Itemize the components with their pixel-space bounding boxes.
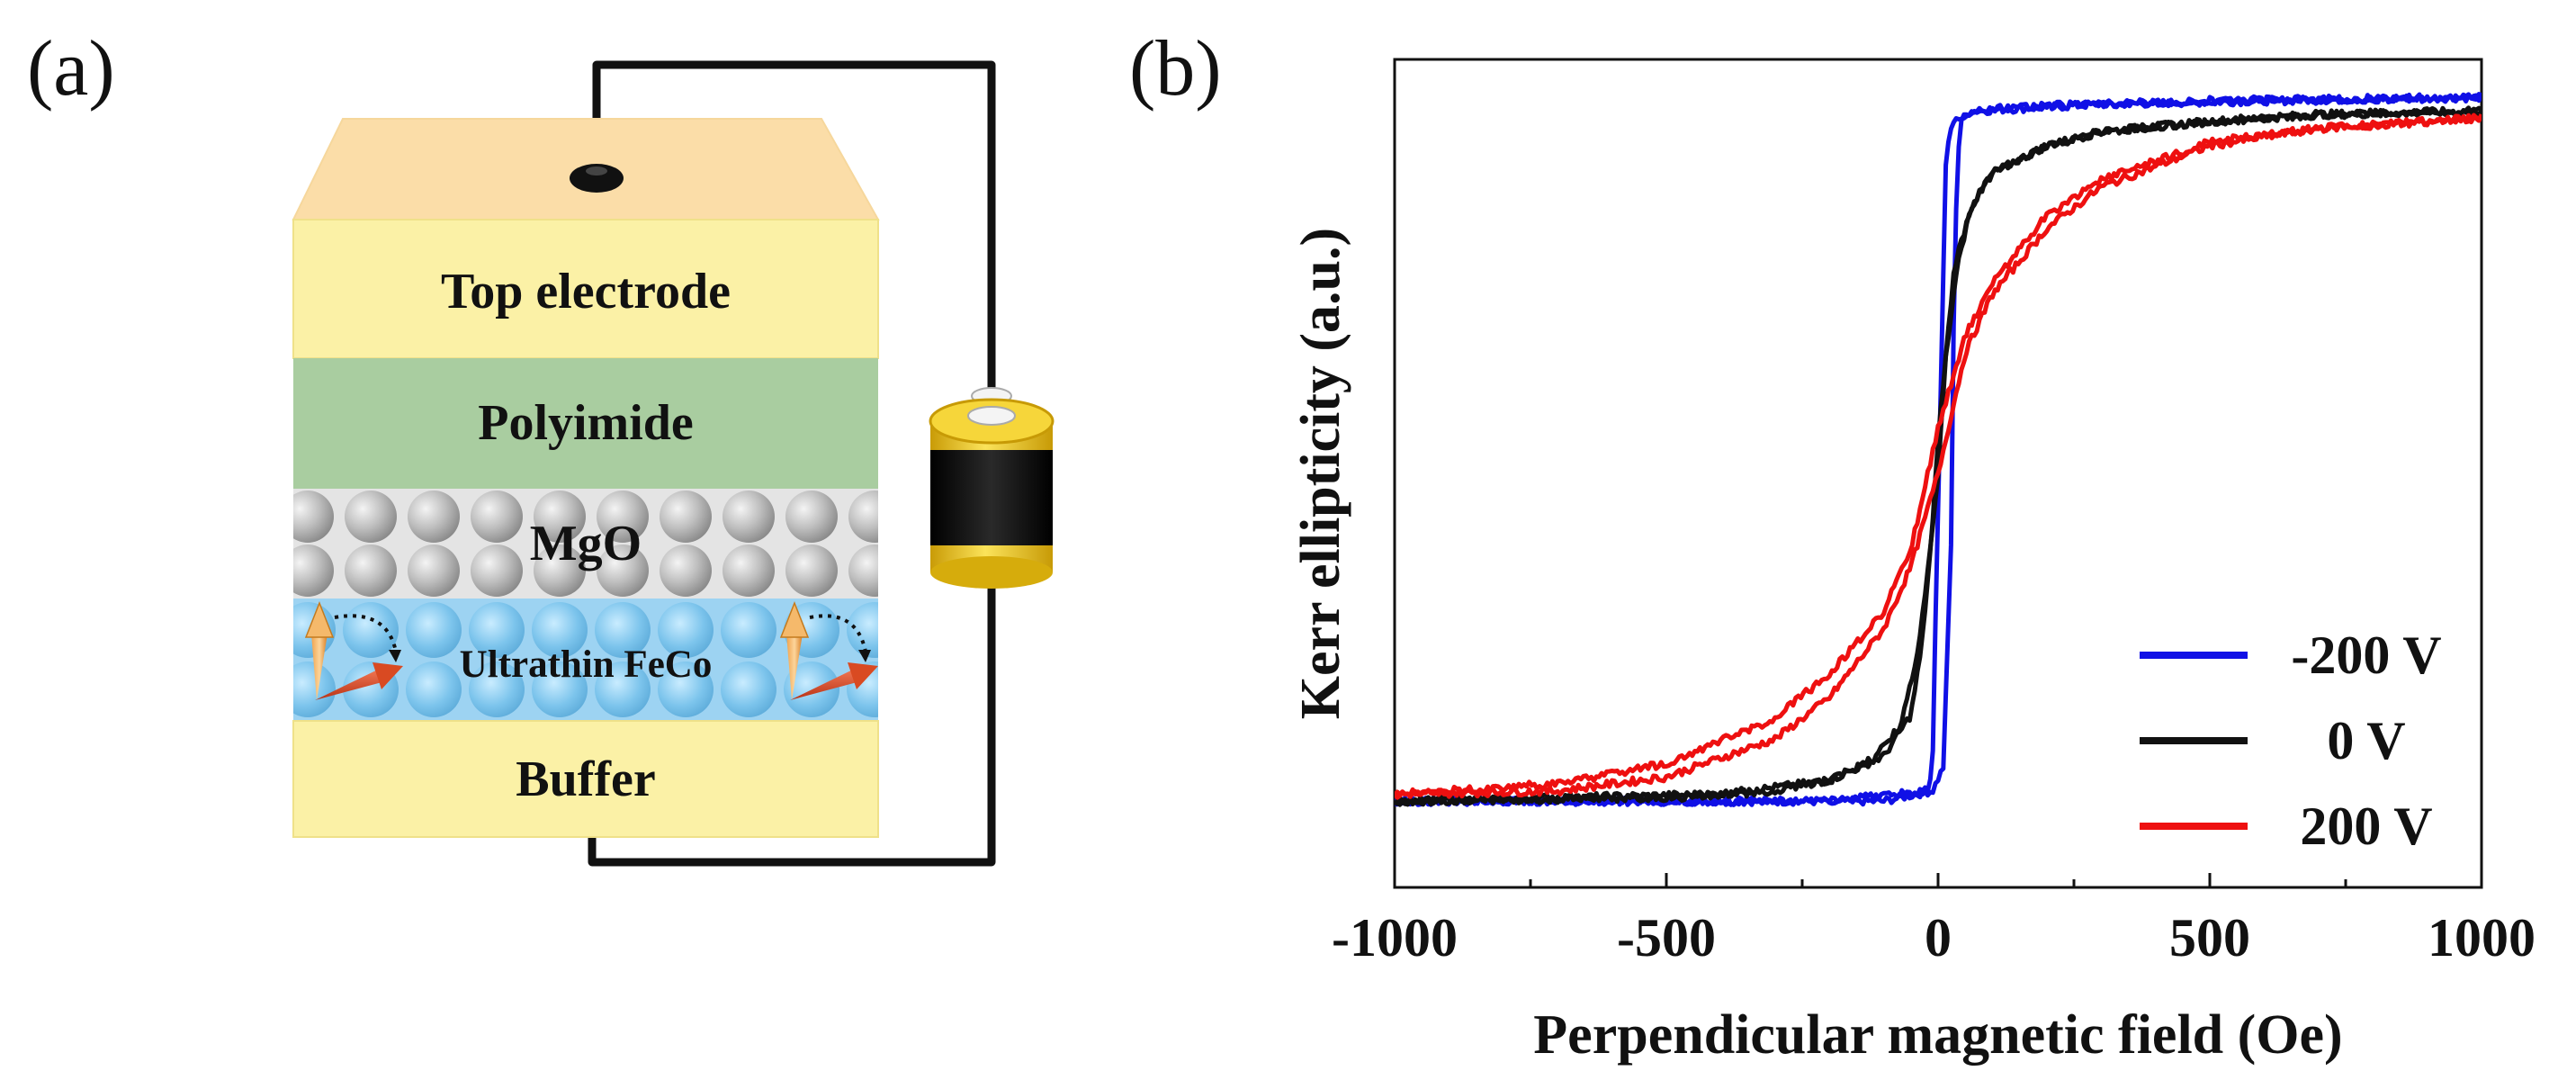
legend: -200 V 0 V 200 V (2140, 626, 2442, 856)
mgo-atom (785, 490, 838, 543)
layer-mgo-label: MgO (530, 516, 642, 572)
spin-arrow-left-icon (304, 600, 403, 700)
feco-atoms (293, 602, 878, 717)
x-tick-label: -1000 (1332, 908, 1458, 968)
mgo-atom (848, 490, 878, 543)
feco-atom (595, 602, 651, 658)
spin-arrow-right-icon (779, 600, 878, 700)
mgo-atom (471, 490, 523, 543)
panel-a-label: (a) (27, 25, 115, 112)
feco-atom (721, 602, 776, 658)
feco-atom (293, 662, 336, 717)
layer-buffer-label: Buffer (516, 752, 656, 807)
layer-buffer (292, 720, 879, 838)
x-tick-label: 0 (1925, 908, 1952, 968)
mgo-atom (660, 544, 712, 597)
feco-atom (595, 662, 651, 717)
feco-atom (658, 662, 714, 717)
mgo-atom (723, 490, 775, 543)
x-tick-label: -500 (1617, 908, 1716, 968)
mgo-atom (534, 490, 586, 543)
mgo-atom (345, 544, 397, 597)
layer-ferromagnet-label: Ultrathin FeCo (460, 644, 713, 686)
mgo-atom (723, 544, 775, 597)
mgo-atom (293, 490, 334, 543)
series-200V-curve-down (1395, 112, 2482, 800)
y-axis-label: Kerr ellipticity (a.u.) (1290, 228, 1351, 719)
legend-label: 200 V (2300, 796, 2432, 856)
contact-pad-icon (570, 164, 624, 193)
layer-polyimide (293, 358, 878, 489)
mgo-atom (345, 490, 397, 543)
layer-top-electrode (292, 219, 879, 359)
feco-atom (406, 662, 462, 717)
feco-atom (847, 602, 878, 658)
mgo-atom (597, 544, 649, 597)
x-axis-ticks: -1000 -500 0 500 1000 (1332, 873, 2536, 968)
mgo-atom (293, 544, 334, 597)
mgo-atom (848, 544, 878, 597)
feco-atom (532, 602, 588, 658)
battery-icon (929, 387, 1055, 589)
feco-atom (532, 662, 588, 717)
mgo-atom (408, 544, 460, 597)
mgo-atom (597, 490, 649, 543)
legend-label: 0 V (2327, 711, 2405, 770)
mgo-atoms (293, 490, 878, 597)
mgo-atom (785, 544, 838, 597)
x-tick-label: 1000 (2428, 908, 2536, 968)
legend-label: -200 V (2291, 626, 2441, 685)
feco-atom (469, 662, 525, 717)
feco-atom (406, 602, 462, 658)
feco-atom (658, 602, 714, 658)
layer-top-electrode-label: Top electrode (441, 264, 731, 320)
feco-atom (469, 602, 525, 658)
x-tick-label: 500 (2169, 908, 2250, 968)
panel-b-label: (b) (1129, 25, 1222, 112)
mgo-atom (408, 490, 460, 543)
mgo-atom (660, 490, 712, 543)
feco-atom (784, 662, 839, 717)
feco-atom (721, 662, 776, 717)
series-neg200V-curve-down (1395, 92, 2482, 807)
x-axis-label: Perpendicular magnetic field (Oe) (1533, 1004, 2342, 1066)
mgo-atom (534, 544, 586, 597)
hysteresis-curves (1395, 92, 2482, 807)
feco-atom (343, 602, 399, 658)
layer-polyimide-label: Polyimide (478, 395, 694, 451)
mgo-atom (471, 544, 523, 597)
series-0V-curve-down (1395, 105, 2482, 807)
